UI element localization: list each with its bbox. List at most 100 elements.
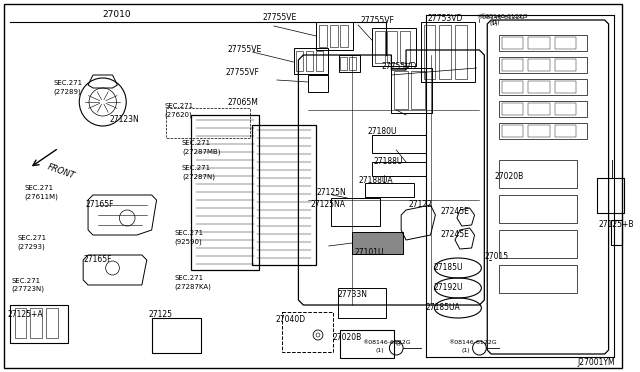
Bar [392,68,433,113]
Text: SEC.271: SEC.271 [12,278,41,284]
Bar [502,37,524,49]
Text: 27755VE: 27755VE [228,45,262,54]
Bar [502,81,524,93]
Text: 27165F: 27165F [85,200,114,209]
Bar [15,308,26,338]
Text: 27065M: 27065M [228,98,259,107]
Bar [555,37,576,49]
Bar [424,25,435,79]
Text: SEC.271: SEC.271 [174,275,204,281]
Bar [252,125,316,265]
Bar [387,31,397,63]
Text: (92590): (92590) [174,238,202,244]
Text: 27755VF: 27755VF [225,68,259,77]
Bar [499,265,577,293]
Bar [375,31,385,63]
Text: 27125+A: 27125+A [8,310,44,319]
Text: ®08146-6122G: ®08146-6122G [362,340,411,345]
Bar [152,318,200,353]
Text: 27125N: 27125N [316,188,346,197]
Bar [330,25,337,47]
Bar [499,57,587,73]
Text: SEC.271: SEC.271 [24,185,54,191]
Bar [499,195,577,223]
Bar [307,51,313,71]
Text: (27287N): (27287N) [182,173,215,180]
Text: ®08146-6122G: ®08146-6122G [477,15,525,20]
Bar [349,57,356,70]
Bar [439,25,451,79]
Bar [166,108,250,138]
Text: (27611M): (27611M) [24,193,58,199]
Text: 27188UA: 27188UA [358,176,393,185]
Bar [529,59,550,71]
Text: ®08146-6122G: ®08146-6122G [479,14,528,19]
Text: (27287MB): (27287MB) [182,148,221,154]
Bar [296,51,303,71]
Text: FRONT: FRONT [46,162,76,180]
Text: (27287KA): (27287KA) [174,283,211,289]
Text: 27180U: 27180U [368,127,397,136]
Bar [499,101,587,117]
Bar [499,35,587,51]
Bar [46,308,58,338]
Bar [10,305,68,343]
Text: (1): (1) [489,21,498,26]
Text: 27020B: 27020B [494,172,524,181]
Bar [394,71,408,109]
Bar [555,103,576,115]
Text: 27755VE: 27755VE [262,13,296,22]
Bar [337,288,387,318]
Bar [420,22,474,82]
Bar [352,232,403,254]
Bar [499,160,577,188]
Bar [529,37,550,49]
Bar [30,308,42,338]
Bar [502,125,524,137]
Bar [340,57,348,70]
Text: 27165F: 27165F [83,255,111,264]
Bar [331,198,380,226]
Bar [502,103,524,115]
Bar [372,135,426,153]
Bar [502,59,524,71]
Text: 27733N: 27733N [337,290,367,299]
Bar [365,183,414,197]
Bar [529,81,550,93]
Bar [455,25,467,79]
Text: 27010: 27010 [103,10,131,19]
Text: ®: ® [395,341,402,347]
Text: ®08146-6122G: ®08146-6122G [448,340,497,345]
Bar [499,123,587,139]
Text: 27015: 27015 [484,252,508,261]
Text: 27185U: 27185U [433,263,463,272]
Bar [372,28,416,66]
Text: (27289): (27289) [54,88,81,94]
Bar [499,230,577,258]
Text: 27245E: 27245E [440,207,469,216]
Bar [555,81,576,93]
Bar [499,79,587,95]
Text: 27185UA: 27185UA [426,303,460,312]
Text: 27040D: 27040D [276,315,306,324]
Text: SEC.271: SEC.271 [182,165,211,171]
Text: (27620): (27620) [164,111,192,118]
Bar [372,162,426,176]
Bar [316,51,323,71]
Text: 27125NA: 27125NA [310,200,345,209]
Bar [340,330,394,358]
Text: J27001YM: J27001YM [577,358,615,367]
Bar [282,312,333,352]
Text: (27723N): (27723N) [12,286,45,292]
Bar [191,115,259,270]
Bar [529,125,550,137]
Text: 27123N: 27123N [109,115,140,124]
Text: SEC.271: SEC.271 [54,80,83,86]
Bar [555,59,576,71]
Text: 27122: 27122 [409,200,433,209]
Text: SEC.271: SEC.271 [182,140,211,146]
Text: (1): (1) [491,20,500,25]
Bar [308,75,328,92]
Bar [316,22,353,50]
Bar [411,71,425,109]
